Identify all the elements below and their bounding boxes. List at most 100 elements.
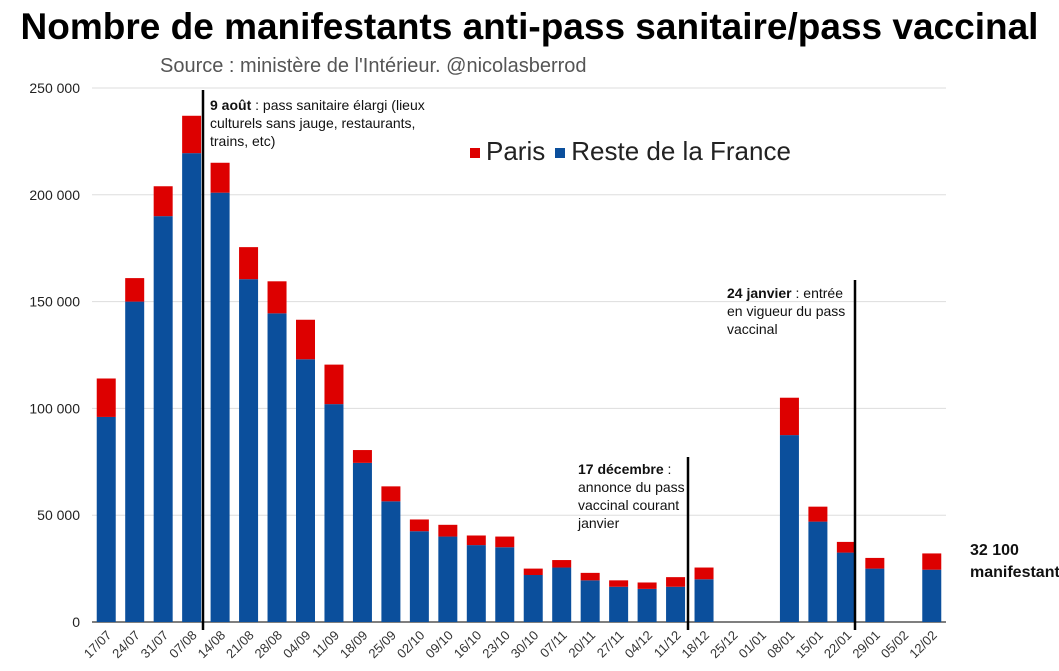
bar-reste-07-08 bbox=[182, 153, 202, 622]
bar-paris-02-10 bbox=[409, 519, 429, 532]
bar-reste-27-11 bbox=[609, 586, 629, 622]
y-tick-label: 100 000 bbox=[29, 400, 80, 416]
bar-paris-17-07 bbox=[96, 378, 116, 417]
bar-paris-30-10 bbox=[523, 568, 543, 576]
bar-reste-21-08 bbox=[239, 279, 259, 622]
x-tick-label: 24/07 bbox=[109, 628, 143, 662]
x-tick-label: 21/08 bbox=[223, 628, 257, 662]
x-tick-label: 12/02 bbox=[906, 628, 940, 662]
bar-reste-24-07 bbox=[125, 301, 145, 622]
x-tick-label: 22/01 bbox=[821, 628, 855, 662]
y-tick-label: 0 bbox=[72, 614, 80, 630]
bar-paris-20-11 bbox=[580, 572, 600, 581]
bar-reste-25-09 bbox=[381, 501, 401, 622]
bar-reste-15-01 bbox=[808, 521, 828, 622]
x-tick-label: 31/07 bbox=[138, 628, 172, 662]
bar-reste-29-01 bbox=[865, 568, 885, 622]
bar-paris-27-11 bbox=[609, 580, 629, 587]
x-tick-label: 16/10 bbox=[451, 628, 485, 662]
bar-paris-04-09 bbox=[296, 319, 315, 360]
x-tick-label: 08/01 bbox=[764, 628, 798, 662]
y-tick-label: 200 000 bbox=[29, 187, 80, 203]
x-tick-label: 20/11 bbox=[565, 628, 598, 661]
y-tick-label: 50 000 bbox=[37, 507, 80, 523]
legend-swatch-reste bbox=[555, 148, 566, 159]
x-tick-label: 04/09 bbox=[280, 628, 314, 662]
bar-reste-11-12 bbox=[666, 586, 686, 622]
bar-paris-07-11 bbox=[552, 560, 572, 568]
y-tick-label: 250 000 bbox=[29, 80, 80, 96]
x-tick-label: 02/10 bbox=[394, 628, 428, 662]
bar-paris-04-12 bbox=[637, 582, 657, 589]
bar-paris-22-01 bbox=[836, 541, 856, 553]
bar-paris-09-10 bbox=[438, 524, 458, 537]
bar-paris-29-01 bbox=[865, 557, 885, 569]
bar-reste-02-10 bbox=[409, 531, 429, 622]
bar-paris-07-08 bbox=[182, 115, 202, 154]
x-tick-label: 07/08 bbox=[166, 628, 200, 662]
bar-paris-11-09 bbox=[324, 364, 344, 405]
bar-reste-04-12 bbox=[637, 588, 657, 622]
bar-reste-08-01 bbox=[779, 435, 799, 622]
bar-reste-04-09 bbox=[296, 359, 315, 622]
bar-reste-16-10 bbox=[466, 545, 486, 622]
bar-reste-09-10 bbox=[438, 536, 458, 622]
legend-paris: Paris bbox=[470, 136, 545, 167]
x-tick-label: 14/08 bbox=[195, 628, 229, 662]
bar-paris-11-12 bbox=[666, 577, 686, 587]
legend-reste: Reste de la France bbox=[555, 136, 791, 167]
x-tick-label: 27/11 bbox=[594, 628, 627, 661]
x-tick-label: 04/12 bbox=[622, 628, 656, 662]
bar-reste-14-08 bbox=[210, 192, 230, 622]
x-tick-label: 30/10 bbox=[508, 628, 542, 662]
x-tick-label: 09/10 bbox=[422, 628, 456, 662]
x-tick-label: 11/12 bbox=[651, 628, 684, 661]
bar-paris-12-02 bbox=[922, 553, 942, 570]
bar-paris-25-09 bbox=[381, 486, 401, 502]
bar-paris-24-07 bbox=[125, 278, 145, 302]
bar-reste-11-09 bbox=[324, 404, 344, 622]
x-tick-label: 23/10 bbox=[479, 628, 513, 662]
bar-paris-14-08 bbox=[210, 162, 230, 193]
x-tick-label: 15/01 bbox=[792, 628, 826, 662]
end-label: 32 100 manifestants bbox=[970, 542, 1059, 581]
y-tick-label: 150 000 bbox=[29, 294, 80, 310]
bar-reste-30-10 bbox=[523, 575, 543, 622]
bar-paris-31-07 bbox=[153, 186, 173, 217]
x-tick-label: 18/09 bbox=[337, 628, 371, 662]
chart-title: Nombre de manifestants anti-pass sanitai… bbox=[20, 6, 1039, 47]
bar-paris-21-08 bbox=[239, 247, 259, 280]
bar-paris-15-01 bbox=[808, 506, 828, 522]
x-tick-label: 01/01 bbox=[735, 628, 769, 662]
annotation-9-aout: 9 août : pass sanitaire élargi (lieux cu… bbox=[210, 97, 425, 149]
bar-reste-22-01 bbox=[836, 552, 856, 622]
x-tick-label: 18/12 bbox=[679, 628, 713, 662]
bar-reste-31-07 bbox=[153, 216, 173, 622]
bar-paris-28-08 bbox=[267, 281, 287, 314]
annotation-24-janvier: 24 janvier : entrée en vigueur du pass v… bbox=[727, 285, 846, 337]
x-tick-label: 07/11 bbox=[537, 628, 570, 661]
x-tick-label: 11/09 bbox=[309, 628, 342, 661]
chart-source: Source : ministère de l'Intérieur. @nico… bbox=[160, 55, 587, 77]
bar-reste-20-11 bbox=[580, 580, 600, 622]
bar-paris-16-10 bbox=[466, 535, 486, 546]
x-tick-label: 25/12 bbox=[707, 628, 741, 662]
bar-reste-12-02 bbox=[922, 569, 942, 622]
bar-reste-18-09 bbox=[352, 462, 372, 622]
bar-reste-23-10 bbox=[495, 547, 515, 622]
x-tick-label: 29/01 bbox=[849, 628, 883, 662]
x-tick-label: 17/07 bbox=[81, 628, 115, 662]
x-tick-label: 05/02 bbox=[878, 628, 912, 662]
legend: Paris Reste de la France bbox=[470, 136, 791, 167]
x-tick-label: 25/09 bbox=[365, 628, 399, 662]
bar-reste-07-11 bbox=[552, 567, 572, 622]
annotation-17-decembre: 17 décembre : annonce du pass vaccinal c… bbox=[578, 461, 685, 531]
bar-paris-18-12 bbox=[694, 567, 714, 580]
x-tick-label: 28/08 bbox=[252, 628, 286, 662]
bar-reste-18-12 bbox=[694, 579, 714, 622]
bar-reste-28-08 bbox=[267, 313, 287, 622]
bar-paris-18-09 bbox=[352, 450, 372, 463]
bar-reste-17-07 bbox=[96, 416, 116, 622]
